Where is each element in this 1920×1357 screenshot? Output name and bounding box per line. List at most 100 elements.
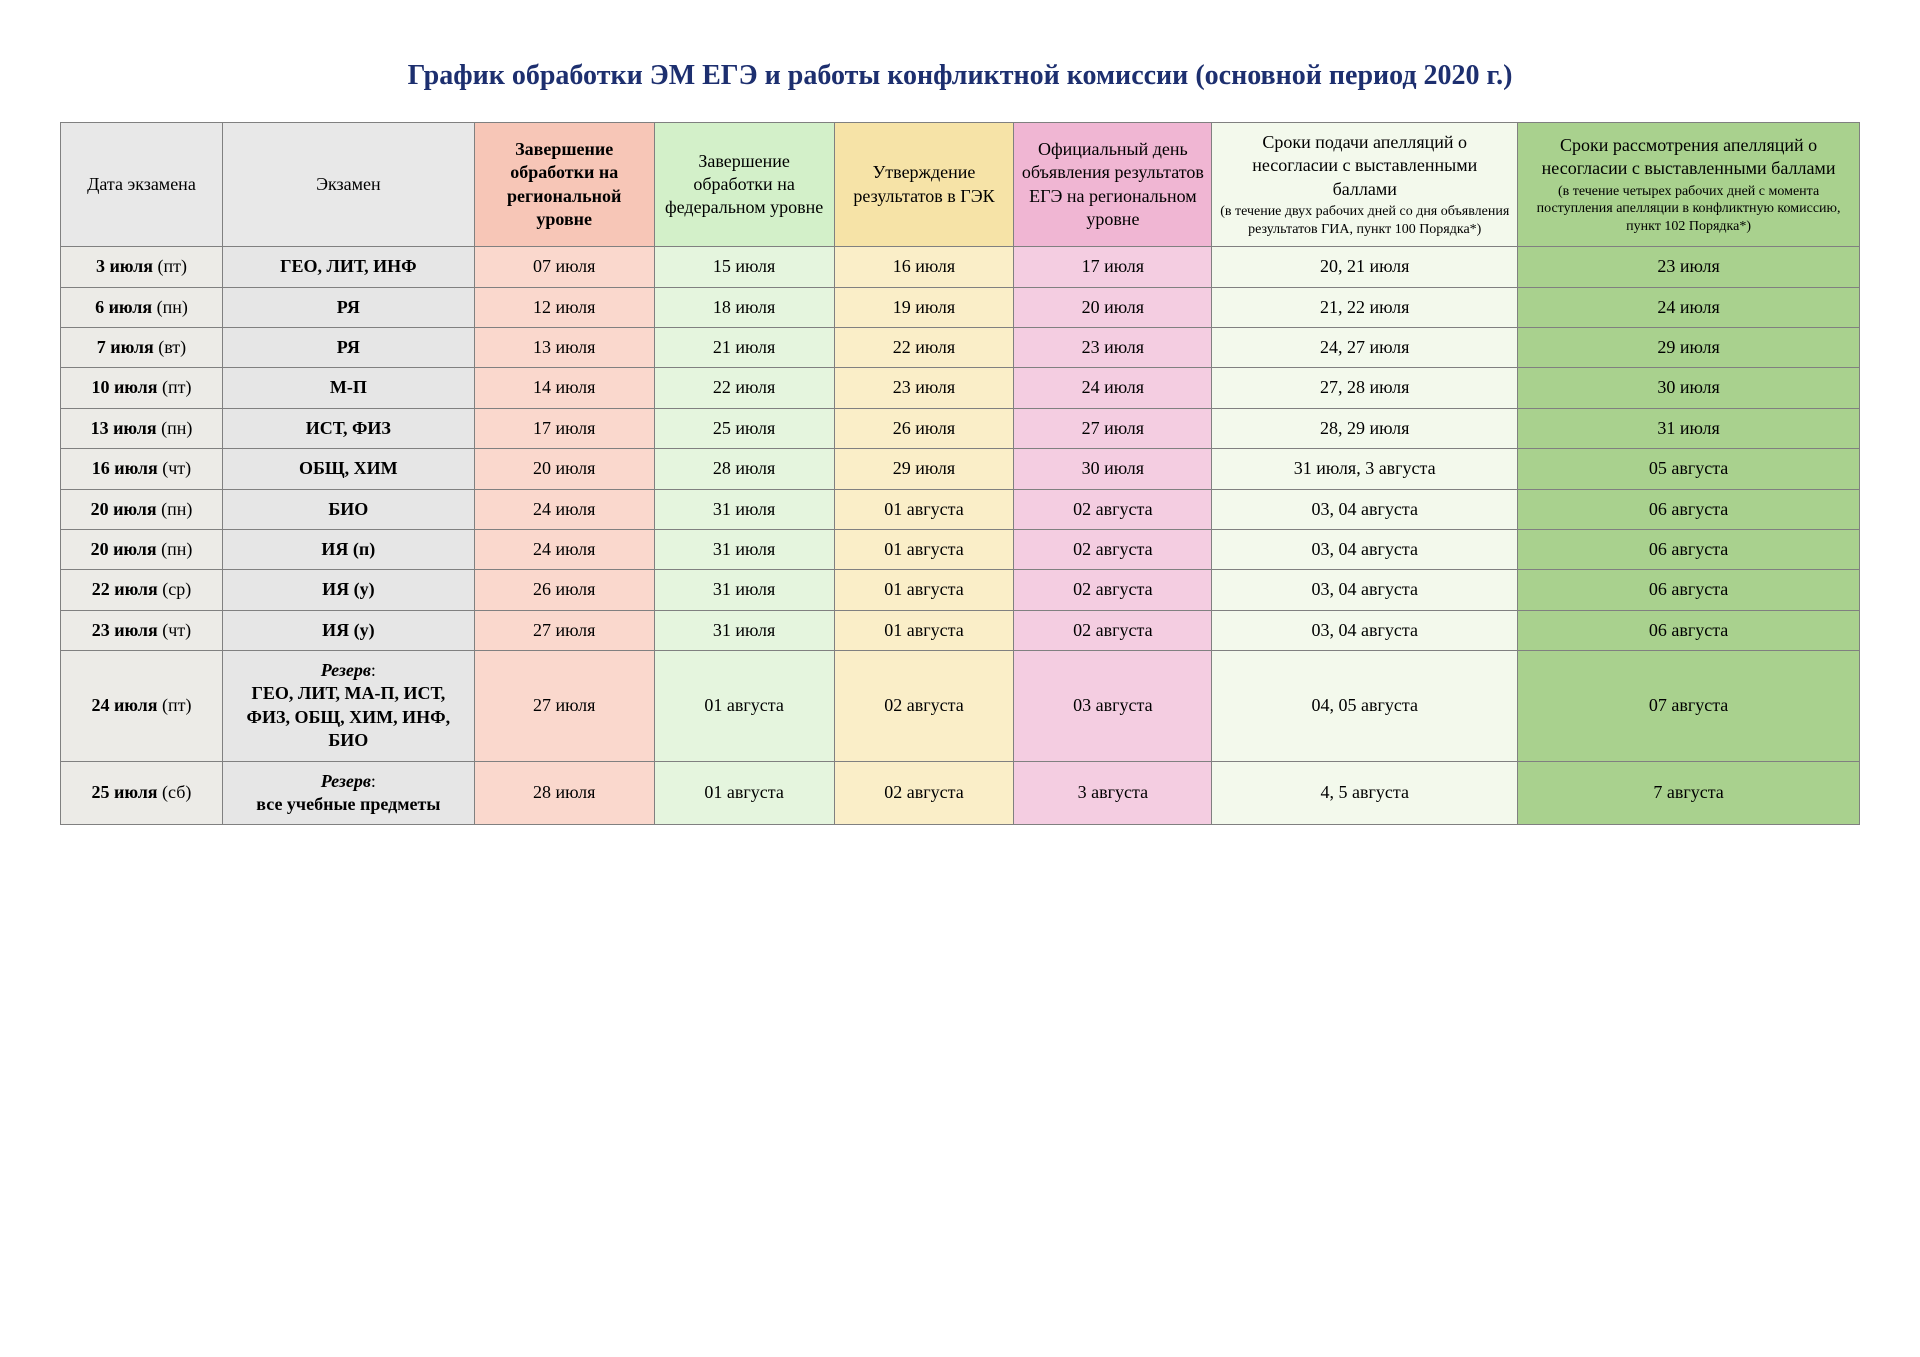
- cell-c5: 02 августа: [834, 761, 1014, 825]
- cell-date: 13 июля (пн): [61, 408, 223, 448]
- header-gek: Утверждение результатов в ГЭК: [834, 123, 1014, 247]
- cell-c6: 30 июля: [1014, 449, 1212, 489]
- cell-date: 20 июля (пн): [61, 489, 223, 529]
- cell-c4: 18 июля: [654, 287, 834, 327]
- cell-c8: 06 августа: [1518, 610, 1860, 650]
- cell-date: 25 июля (сб): [61, 761, 223, 825]
- cell-c3: 28 июля: [474, 761, 654, 825]
- cell-c7: 27, 28 июля: [1212, 368, 1518, 408]
- cell-c3: 12 июля: [474, 287, 654, 327]
- cell-c8: 29 июля: [1518, 327, 1860, 367]
- table-row: 25 июля (сб)Резерв:все учебные предметы2…: [61, 761, 1860, 825]
- cell-exam: ИСТ, ФИЗ: [222, 408, 474, 448]
- cell-c4: 31 июля: [654, 489, 834, 529]
- cell-c8: 7 августа: [1518, 761, 1860, 825]
- table-row: 20 июля (пн)ИЯ (п)24 июля31 июля01 авгус…: [61, 529, 1860, 569]
- cell-c6: 3 августа: [1014, 761, 1212, 825]
- table-row: 6 июля (пн)РЯ12 июля18 июля19 июля20 июл…: [61, 287, 1860, 327]
- cell-c7: 4, 5 августа: [1212, 761, 1518, 825]
- cell-date: 24 июля (пт): [61, 651, 223, 762]
- cell-c7: 24, 27 июля: [1212, 327, 1518, 367]
- cell-c4: 22 июля: [654, 368, 834, 408]
- header-federal: Завершение обработки на федеральном уров…: [654, 123, 834, 247]
- table-row: 16 июля (чт)ОБЩ, ХИМ20 июля28 июля29 июл…: [61, 449, 1860, 489]
- cell-c4: 31 июля: [654, 529, 834, 569]
- cell-c3: 27 июля: [474, 651, 654, 762]
- cell-date: 7 июля (вт): [61, 327, 223, 367]
- cell-c5: 23 июля: [834, 368, 1014, 408]
- cell-c8: 06 августа: [1518, 570, 1860, 610]
- cell-exam: БИО: [222, 489, 474, 529]
- cell-c7: 21, 22 июля: [1212, 287, 1518, 327]
- table-row: 20 июля (пн)БИО24 июля31 июля01 августа0…: [61, 489, 1860, 529]
- cell-c6: 24 июля: [1014, 368, 1212, 408]
- cell-c3: 24 июля: [474, 489, 654, 529]
- cell-c3: 20 июля: [474, 449, 654, 489]
- cell-c4: 31 июля: [654, 570, 834, 610]
- cell-exam: ГЕО, ЛИТ, ИНФ: [222, 247, 474, 287]
- cell-c4: 01 августа: [654, 651, 834, 762]
- cell-c4: 28 июля: [654, 449, 834, 489]
- cell-exam: Резерв:все учебные предметы: [222, 761, 474, 825]
- header-announcement: Официальный день объявления результатов …: [1014, 123, 1212, 247]
- cell-date: 16 июля (чт): [61, 449, 223, 489]
- header-exam: Экзамен: [222, 123, 474, 247]
- cell-c3: 27 июля: [474, 610, 654, 650]
- cell-c8: 23 июля: [1518, 247, 1860, 287]
- cell-c5: 01 августа: [834, 529, 1014, 569]
- cell-c6: 02 августа: [1014, 489, 1212, 529]
- cell-exam: Резерв:ГЕО, ЛИТ, МА-П, ИСТ, ФИЗ, ОБЩ, ХИ…: [222, 651, 474, 762]
- cell-exam: ИЯ (у): [222, 570, 474, 610]
- cell-date: 6 июля (пн): [61, 287, 223, 327]
- cell-c8: 06 августа: [1518, 489, 1860, 529]
- cell-c6: 03 августа: [1014, 651, 1212, 762]
- cell-c3: 13 июля: [474, 327, 654, 367]
- table-row: 23 июля (чт)ИЯ (у)27 июля31 июля01 авгус…: [61, 610, 1860, 650]
- cell-c5: 01 августа: [834, 570, 1014, 610]
- cell-exam: ИЯ (п): [222, 529, 474, 569]
- schedule-table: Дата экзамена Экзамен Завершение обработ…: [60, 122, 1860, 825]
- cell-c5: 22 июля: [834, 327, 1014, 367]
- cell-c6: 27 июля: [1014, 408, 1212, 448]
- cell-c6: 02 августа: [1014, 610, 1212, 650]
- cell-c7: 03, 04 августа: [1212, 529, 1518, 569]
- cell-exam: ОБЩ, ХИМ: [222, 449, 474, 489]
- header-appeal-review: Сроки рассмотрения апелляций о несогласи…: [1518, 123, 1860, 247]
- cell-c4: 01 августа: [654, 761, 834, 825]
- cell-c5: 16 июля: [834, 247, 1014, 287]
- cell-c3: 14 июля: [474, 368, 654, 408]
- cell-c4: 21 июля: [654, 327, 834, 367]
- cell-c5: 26 июля: [834, 408, 1014, 448]
- header-date: Дата экзамена: [61, 123, 223, 247]
- table-row: 10 июля (пт)М-П14 июля22 июля23 июля24 и…: [61, 368, 1860, 408]
- cell-date: 3 июля (пт): [61, 247, 223, 287]
- cell-c7: 03, 04 августа: [1212, 610, 1518, 650]
- table-row: 13 июля (пн)ИСТ, ФИЗ17 июля25 июля26 июл…: [61, 408, 1860, 448]
- cell-c8: 31 июля: [1518, 408, 1860, 448]
- cell-exam: М-П: [222, 368, 474, 408]
- cell-c4: 15 июля: [654, 247, 834, 287]
- cell-date: 20 июля (пн): [61, 529, 223, 569]
- cell-exam: РЯ: [222, 327, 474, 367]
- cell-date: 10 июля (пт): [61, 368, 223, 408]
- cell-date: 22 июля (ср): [61, 570, 223, 610]
- cell-c7: 04, 05 августа: [1212, 651, 1518, 762]
- cell-c7: 28, 29 июля: [1212, 408, 1518, 448]
- cell-c7: 31 июля, 3 августа: [1212, 449, 1518, 489]
- cell-c6: 23 июля: [1014, 327, 1212, 367]
- cell-exam: РЯ: [222, 287, 474, 327]
- cell-c6: 20 июля: [1014, 287, 1212, 327]
- cell-c6: 02 августа: [1014, 529, 1212, 569]
- cell-c8: 05 августа: [1518, 449, 1860, 489]
- cell-c3: 26 июля: [474, 570, 654, 610]
- cell-c5: 01 августа: [834, 489, 1014, 529]
- table-row: 3 июля (пт)ГЕО, ЛИТ, ИНФ07 июля15 июля16…: [61, 247, 1860, 287]
- cell-c3: 24 июля: [474, 529, 654, 569]
- cell-c3: 07 июля: [474, 247, 654, 287]
- cell-exam: ИЯ (у): [222, 610, 474, 650]
- cell-c8: 07 августа: [1518, 651, 1860, 762]
- cell-c8: 30 июля: [1518, 368, 1860, 408]
- cell-c8: 24 июля: [1518, 287, 1860, 327]
- cell-c4: 31 июля: [654, 610, 834, 650]
- cell-c5: 02 августа: [834, 651, 1014, 762]
